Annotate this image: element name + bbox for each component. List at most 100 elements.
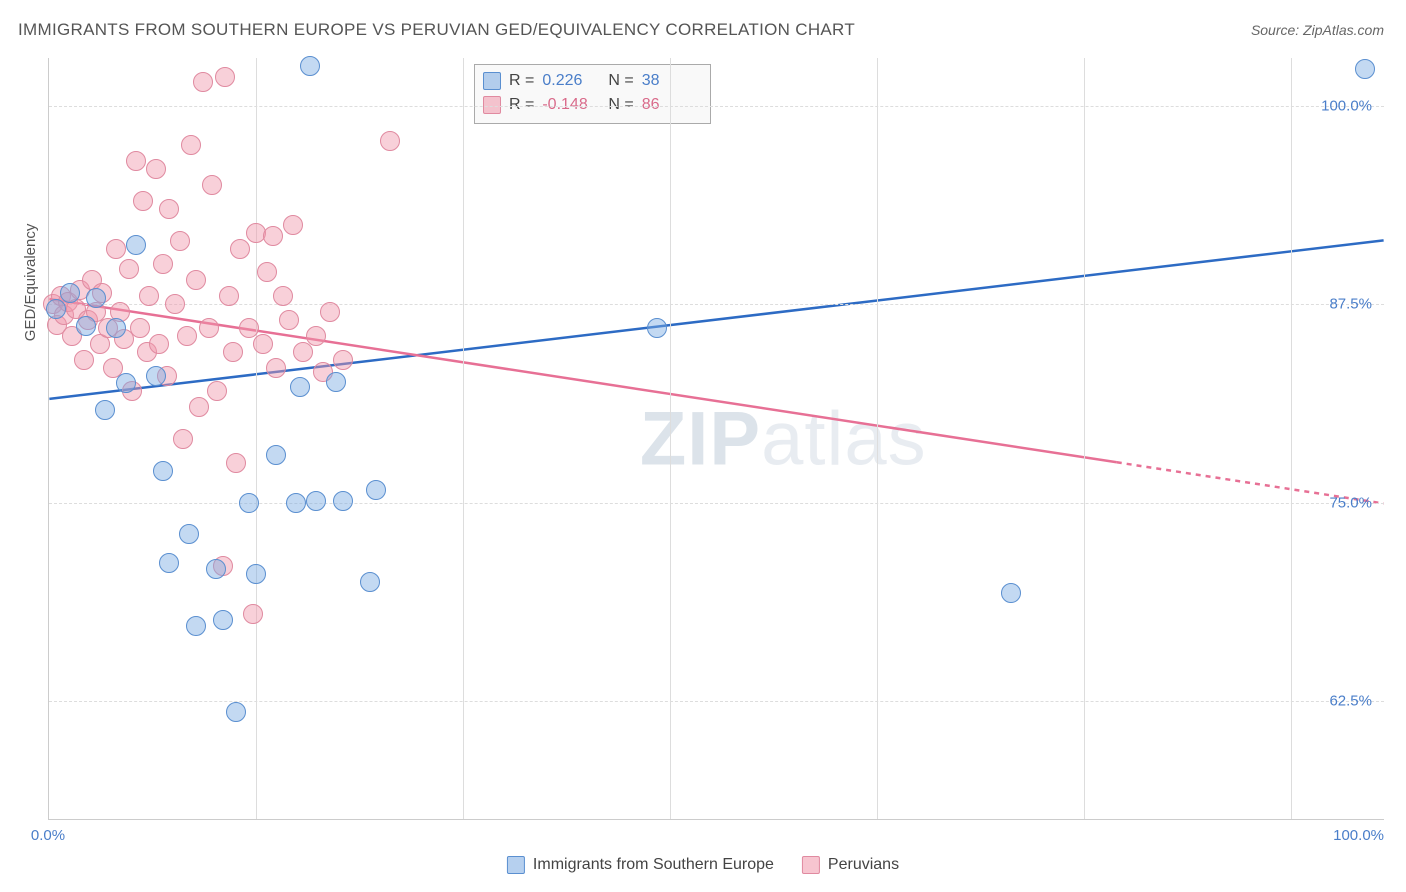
scatter-point-pink: [170, 231, 190, 251]
gridline-v: [670, 58, 671, 819]
scatter-point-blue: [333, 491, 353, 511]
scatter-point-pink: [283, 215, 303, 235]
scatter-point-pink: [219, 286, 239, 306]
scatter-point-blue: [266, 445, 286, 465]
scatter-point-blue: [60, 283, 80, 303]
scatter-point-pink: [253, 334, 273, 354]
scatter-point-pink: [257, 262, 277, 282]
scatter-point-pink: [320, 302, 340, 322]
scatter-point-pink: [279, 310, 299, 330]
scatter-point-pink: [173, 429, 193, 449]
scatter-point-pink: [186, 270, 206, 290]
gridline-h: [49, 701, 1384, 702]
scatter-point-pink: [146, 159, 166, 179]
scatter-point-blue: [360, 572, 380, 592]
gridline-v: [1291, 58, 1292, 819]
gridline-v: [256, 58, 257, 819]
stat-r-label: R =: [509, 69, 534, 93]
gridline-h: [49, 106, 1384, 107]
scatter-point-pink: [226, 453, 246, 473]
scatter-point-pink: [380, 131, 400, 151]
chart-title: IMMIGRANTS FROM SOUTHERN EUROPE VS PERUV…: [18, 20, 855, 40]
scatter-point-pink: [189, 397, 209, 417]
scatter-plot: ZIPatlas R = 0.226 N = 38 R = -0.148 N =…: [48, 58, 1384, 820]
scatter-point-blue: [246, 564, 266, 584]
scatter-point-blue: [647, 318, 667, 338]
scatter-point-blue: [159, 553, 179, 573]
ytick-label: 100.0%: [1321, 97, 1372, 114]
scatter-point-blue: [186, 616, 206, 636]
swatch-blue-icon: [507, 856, 525, 874]
scatter-point-blue: [290, 377, 310, 397]
swatch-pink-icon: [802, 856, 820, 874]
legend-item-pink: Peruvians: [802, 856, 899, 874]
y-axis-label: GED/Equivalency: [22, 224, 39, 342]
scatter-point-blue: [286, 493, 306, 513]
scatter-point-blue: [1001, 583, 1021, 603]
scatter-point-pink: [193, 72, 213, 92]
scatter-point-pink: [199, 318, 219, 338]
bottom-legend: Immigrants from Southern Europe Peruvian…: [507, 856, 899, 874]
xtick-label-start: 0.0%: [31, 827, 65, 844]
legend-item-blue: Immigrants from Southern Europe: [507, 856, 774, 874]
scatter-point-blue: [226, 702, 246, 722]
scatter-point-pink: [263, 226, 283, 246]
legend-label-pink: Peruvians: [828, 856, 899, 874]
scatter-point-pink: [149, 334, 169, 354]
scatter-point-pink: [333, 350, 353, 370]
scatter-point-pink: [133, 191, 153, 211]
xtick-label-end: 100.0%: [1333, 827, 1384, 844]
scatter-point-pink: [266, 358, 286, 378]
scatter-point-pink: [273, 286, 293, 306]
gridline-v: [463, 58, 464, 819]
scatter-point-pink: [159, 199, 179, 219]
scatter-point-blue: [179, 524, 199, 544]
scatter-point-pink: [165, 294, 185, 314]
scatter-point-pink: [223, 342, 243, 362]
scatter-point-pink: [119, 259, 139, 279]
scatter-point-blue: [146, 366, 166, 386]
scatter-point-blue: [1355, 59, 1375, 79]
watermark: ZIPatlas: [640, 395, 927, 482]
scatter-point-pink: [177, 326, 197, 346]
scatter-point-pink: [230, 239, 250, 259]
stats-box: R = 0.226 N = 38 R = -0.148 N = 86: [474, 64, 711, 124]
scatter-point-pink: [106, 239, 126, 259]
scatter-point-blue: [213, 610, 233, 630]
scatter-point-pink: [202, 175, 222, 195]
scatter-point-pink: [74, 350, 94, 370]
scatter-point-blue: [239, 493, 259, 513]
scatter-point-blue: [153, 461, 173, 481]
scatter-point-pink: [153, 254, 173, 274]
scatter-point-pink: [243, 604, 263, 624]
scatter-point-pink: [207, 381, 227, 401]
scatter-point-pink: [130, 318, 150, 338]
scatter-point-blue: [306, 491, 326, 511]
scatter-point-pink: [139, 286, 159, 306]
scatter-point-pink: [293, 342, 313, 362]
legend-label-blue: Immigrants from Southern Europe: [533, 856, 774, 874]
stats-row-blue: R = 0.226 N = 38: [483, 69, 700, 93]
scatter-point-blue: [46, 299, 66, 319]
swatch-blue-icon: [483, 72, 501, 90]
gridline-h: [49, 304, 1384, 305]
stat-n-label: N =: [608, 69, 633, 93]
scatter-point-blue: [126, 235, 146, 255]
source-label: Source: ZipAtlas.com: [1251, 22, 1384, 38]
stat-r-value-blue: 0.226: [542, 69, 600, 93]
scatter-point-blue: [206, 559, 226, 579]
scatter-point-blue: [86, 288, 106, 308]
scatter-point-pink: [126, 151, 146, 171]
ytick-label: 75.0%: [1329, 494, 1372, 511]
scatter-point-pink: [306, 326, 326, 346]
scatter-point-blue: [366, 480, 386, 500]
gridline-v: [877, 58, 878, 819]
scatter-point-blue: [95, 400, 115, 420]
scatter-point-pink: [181, 135, 201, 155]
scatter-point-blue: [326, 372, 346, 392]
scatter-point-blue: [76, 316, 96, 336]
scatter-point-blue: [106, 318, 126, 338]
ytick-label: 62.5%: [1329, 692, 1372, 709]
trend-lines: [49, 58, 1384, 819]
gridline-v: [1084, 58, 1085, 819]
